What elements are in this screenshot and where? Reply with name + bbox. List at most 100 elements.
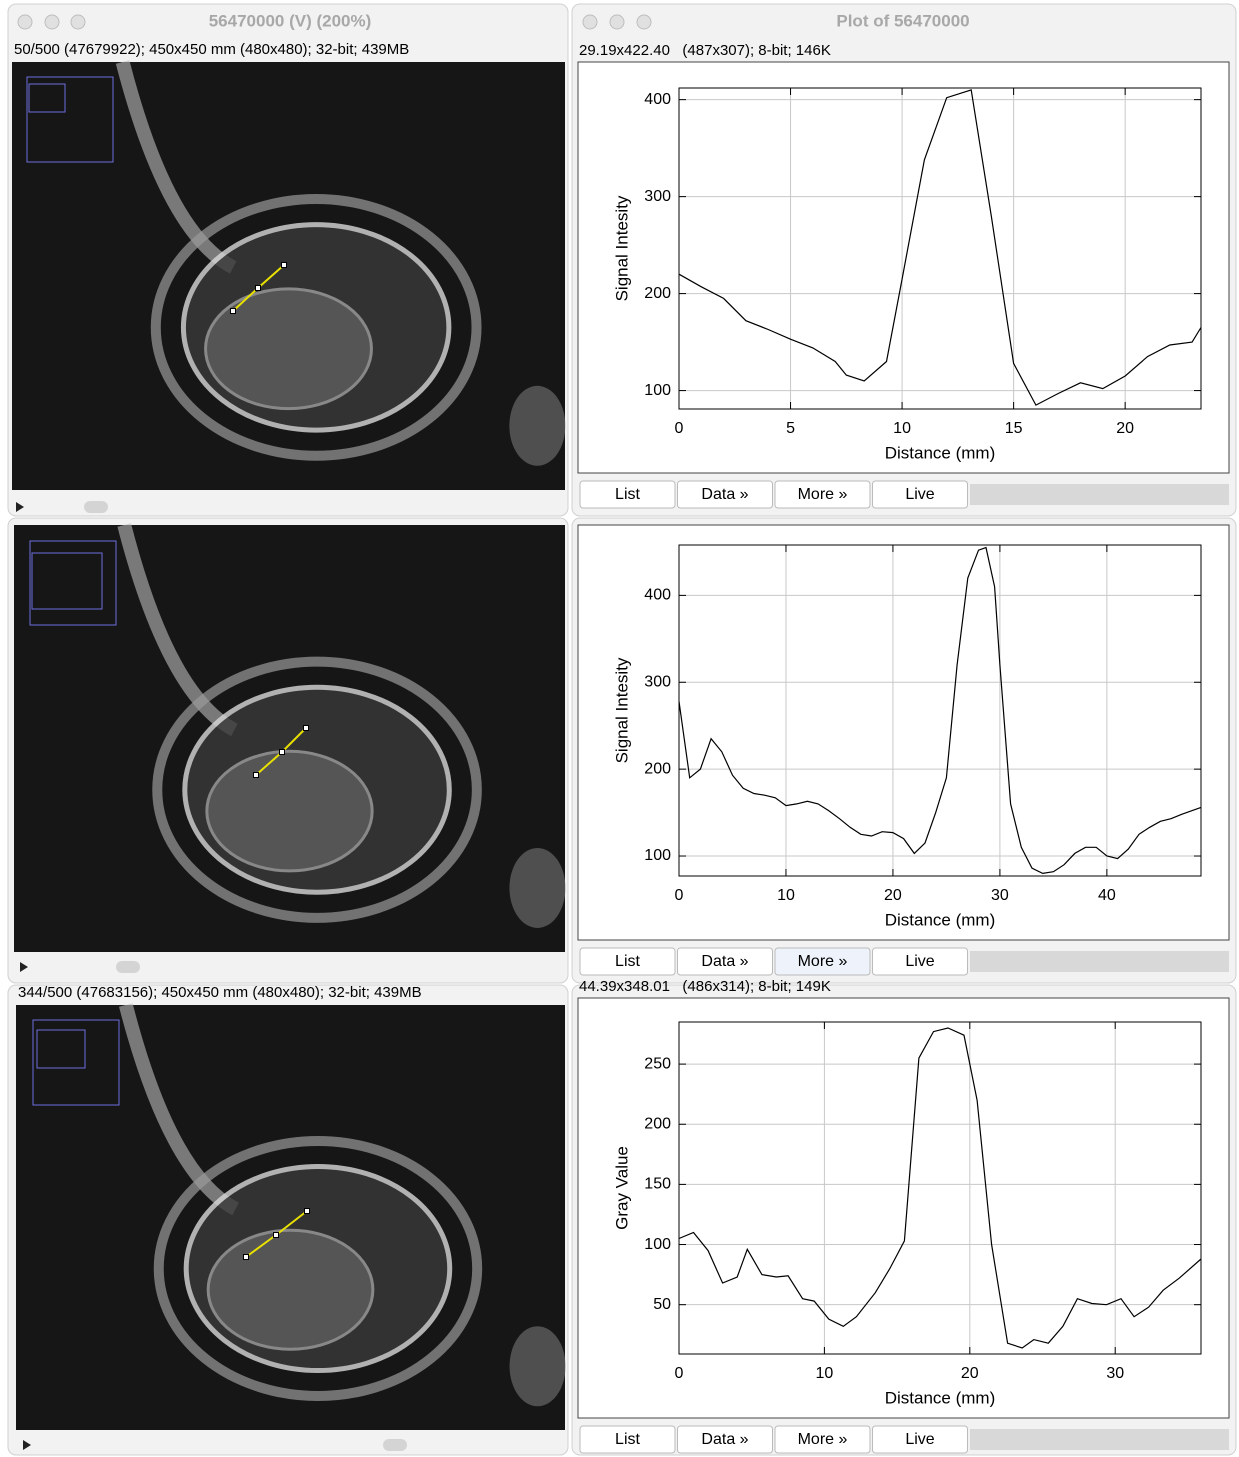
button-label[interactable]: More » xyxy=(798,953,848,970)
x-tick-label: 30 xyxy=(991,887,1009,904)
button[interactable] xyxy=(579,947,676,976)
plot-area xyxy=(678,87,1202,410)
window-button[interactable] xyxy=(582,14,598,30)
x-axis-label: Distance (mm) xyxy=(885,910,996,929)
image-info: 50/500 (47679922); 450x450 mm (480x480);… xyxy=(14,41,409,58)
play-button[interactable] xyxy=(23,1440,31,1450)
y-axis-label: Signal Intesity xyxy=(612,657,631,763)
button-label[interactable]: Live xyxy=(905,486,934,503)
window-button[interactable] xyxy=(17,14,33,30)
plot-frame xyxy=(577,61,1230,474)
button-label[interactable]: More » xyxy=(798,1431,848,1448)
button-label[interactable]: Live xyxy=(905,953,934,970)
button-label[interactable]: List xyxy=(615,1431,640,1448)
roi-handle xyxy=(279,749,285,755)
status-bar xyxy=(970,484,1229,505)
structure xyxy=(204,287,373,411)
window-title: Plot of 56470000 xyxy=(836,11,969,30)
button-label[interactable]: Live xyxy=(905,1431,934,1448)
scroll-thumb[interactable] xyxy=(383,1439,407,1451)
window-button[interactable] xyxy=(44,14,60,30)
button[interactable] xyxy=(677,947,773,976)
roi-handle xyxy=(281,262,287,268)
image xyxy=(14,523,566,952)
play-button[interactable] xyxy=(16,502,24,512)
plot-info: 44.39x348.01 (486x314); 8-bit; 149K xyxy=(579,978,831,995)
x-tick-label: 0 xyxy=(675,1365,684,1382)
button[interactable] xyxy=(579,480,676,509)
roi-handle xyxy=(273,1232,279,1238)
button[interactable] xyxy=(872,1425,968,1454)
button-label[interactable]: Data » xyxy=(701,953,748,970)
button[interactable] xyxy=(872,480,968,509)
navigator xyxy=(32,1019,120,1106)
roi-handle xyxy=(243,1254,249,1260)
button-label[interactable]: Data » xyxy=(701,486,748,503)
button[interactable] xyxy=(774,1425,871,1454)
button[interactable] xyxy=(677,480,773,509)
button-label[interactable]: List xyxy=(615,953,640,970)
roi-handle xyxy=(303,725,309,731)
y-axis-label: Signal Intesity xyxy=(612,195,631,301)
plot-frame xyxy=(577,997,1230,1419)
x-tick-label: 15 xyxy=(1005,420,1023,437)
y-tick-label: 100 xyxy=(644,847,671,864)
button-label[interactable]: Data » xyxy=(701,1431,748,1448)
y-axis-label: Gray Value xyxy=(612,1146,631,1230)
button-label[interactable]: List xyxy=(615,486,640,503)
structure xyxy=(205,749,374,873)
x-tick-label: 10 xyxy=(893,420,911,437)
structure xyxy=(150,193,482,461)
y-tick-label: 100 xyxy=(644,1236,671,1253)
x-tick-label: 30 xyxy=(1106,1365,1124,1382)
roi-handle xyxy=(230,308,236,314)
scroll-thumb[interactable] xyxy=(84,501,108,513)
navigator xyxy=(26,76,114,163)
navigator xyxy=(29,540,117,626)
image xyxy=(16,1003,566,1430)
structure xyxy=(152,656,482,923)
image xyxy=(12,60,566,490)
x-tick-label: 10 xyxy=(816,1365,834,1382)
y-tick-label: 50 xyxy=(653,1296,671,1313)
y-tick-label: 300 xyxy=(644,188,671,205)
button[interactable] xyxy=(774,480,871,509)
plot-area xyxy=(678,1021,1202,1355)
profile-line xyxy=(678,89,1202,406)
profile-line xyxy=(678,1027,1202,1349)
x-tick-label: 40 xyxy=(1098,887,1116,904)
y-tick-label: 400 xyxy=(644,587,671,604)
scroll-thumb[interactable] xyxy=(116,961,140,973)
navigator-view xyxy=(28,83,66,113)
button[interactable] xyxy=(677,1425,773,1454)
plot-area xyxy=(678,544,1202,877)
status-bar xyxy=(970,1429,1229,1450)
roi-handle xyxy=(304,1208,310,1214)
roi-handle xyxy=(255,285,261,291)
button[interactable] xyxy=(579,1425,676,1454)
button[interactable] xyxy=(872,947,968,976)
image-info: 344/500 (47683156); 450x450 mm (480x480)… xyxy=(18,984,422,1001)
play-button[interactable] xyxy=(20,962,28,972)
x-tick-label: 20 xyxy=(1116,420,1134,437)
y-tick-label: 200 xyxy=(644,1115,671,1132)
button-label[interactable]: More » xyxy=(798,486,848,503)
window-title: 56470000 (V) (200%) xyxy=(209,11,372,30)
window-button[interactable] xyxy=(636,14,652,30)
profile-line xyxy=(678,546,1202,875)
y-tick-label: 250 xyxy=(644,1055,671,1072)
y-tick-label: 200 xyxy=(644,285,671,302)
x-axis-label: Distance (mm) xyxy=(885,443,996,462)
x-tick-label: 20 xyxy=(884,887,902,904)
structure xyxy=(509,385,566,466)
window-button[interactable] xyxy=(70,14,86,30)
roi-handle xyxy=(253,772,259,778)
window-button[interactable] xyxy=(609,14,625,30)
y-tick-label: 100 xyxy=(644,382,671,399)
button[interactable] xyxy=(774,947,871,976)
plot-info: 29.19x422.40 (487x307); 8-bit; 146K xyxy=(579,42,831,59)
x-tick-label: 0 xyxy=(675,887,684,904)
navigator-view xyxy=(36,1029,86,1069)
x-tick-label: 20 xyxy=(961,1365,979,1382)
